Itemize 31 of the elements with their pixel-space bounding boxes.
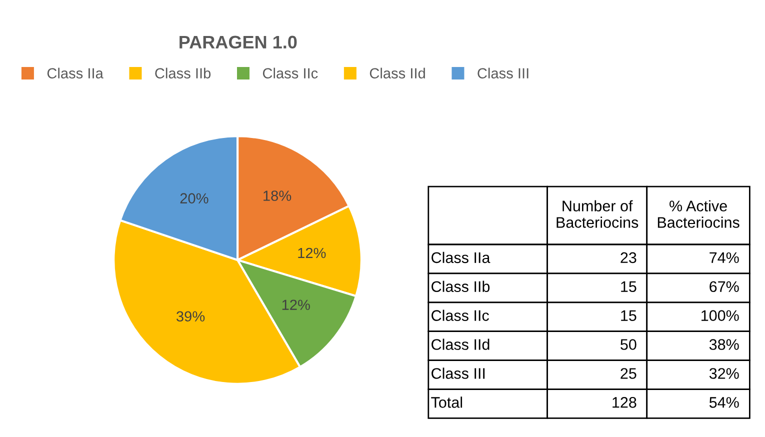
category-label: Class IIc	[432, 310, 489, 321]
category-label: Class IIb	[432, 280, 490, 292]
legend-label: Class III	[478, 68, 528, 78]
data-label: 25	[620, 368, 636, 379]
data-label: 128	[612, 397, 636, 408]
chart-title: PARAGEN 1.0	[180, 36, 297, 49]
category-label: Class IIa	[432, 252, 490, 264]
category-label: Class IId	[432, 338, 490, 350]
data-label: 12%	[282, 300, 310, 310]
data-label: 50	[620, 339, 636, 350]
data-label: 38%	[709, 339, 739, 350]
data-label: 15	[621, 281, 636, 292]
legend-label: Class IIa	[47, 68, 104, 78]
category-label: Total	[431, 396, 462, 408]
data-label: 74%	[710, 252, 739, 264]
legend-label: Class IId	[370, 68, 425, 78]
series-label: Number of Bacteriocins	[556, 200, 638, 228]
data-label: 67%	[710, 281, 739, 292]
data-label: 20%	[180, 193, 208, 204]
series-label: % Active Bacteriocins	[658, 200, 740, 228]
data-label: 54%	[709, 397, 739, 408]
data-label: 23	[620, 252, 636, 264]
data-label: 12%	[298, 248, 326, 258]
category-label: Class III	[432, 368, 485, 379]
legend-label: Class IIc	[262, 68, 318, 78]
data-label: 32%	[709, 368, 739, 379]
legend-label: Class IIb	[155, 68, 211, 78]
data-label: 39%	[176, 311, 205, 322]
data-label: 18%	[264, 190, 292, 201]
data-label: 15	[621, 310, 636, 321]
data-label: 100%	[702, 310, 739, 321]
